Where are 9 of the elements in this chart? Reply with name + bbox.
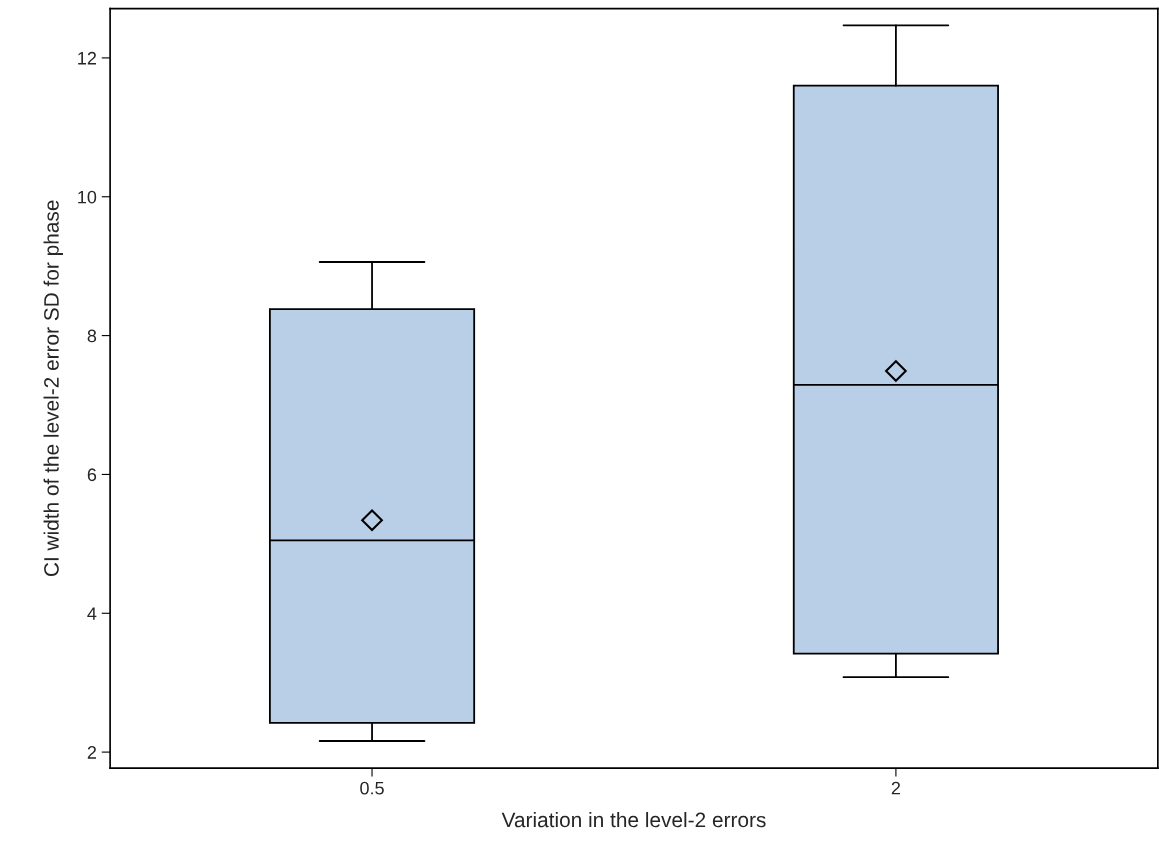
y-tick-label: 6 — [87, 468, 97, 482]
x-axis-title: Variation in the level-2 errors — [501, 811, 766, 828]
y-tick-label: 2 — [87, 746, 96, 759]
y-tick-label: 4 — [87, 607, 97, 620]
x-tick-label: 0.5 — [360, 781, 384, 795]
y-tick-label: 10 — [78, 190, 97, 204]
y-tick-label: 8 — [87, 329, 97, 343]
y-tick-label: 12 — [78, 51, 97, 65]
y-axis-title: CI width of the level-2 error SD for phase — [43, 200, 63, 577]
